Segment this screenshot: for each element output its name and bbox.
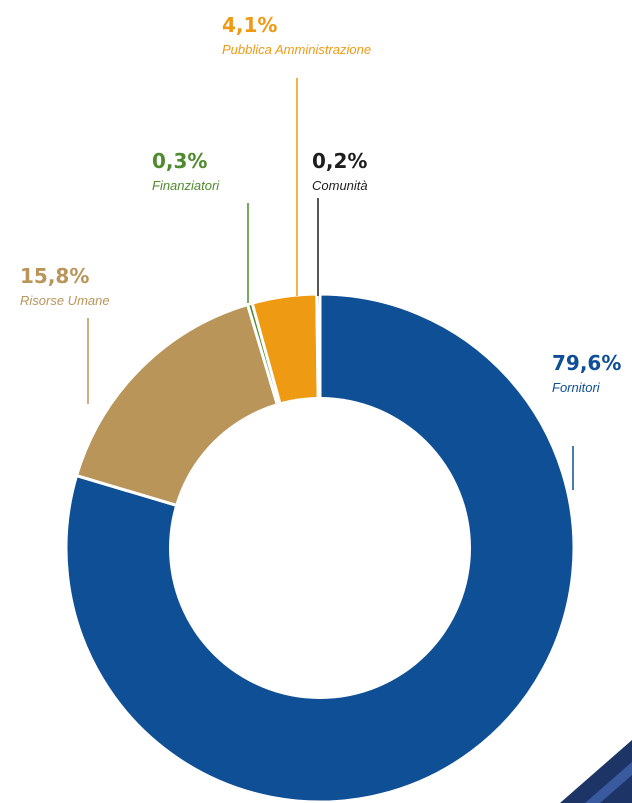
- category-label-pubblica-amministrazione: Pubblica Amministrazione: [222, 42, 371, 57]
- value-label-comunit-: 0,2%: [312, 149, 367, 173]
- value-label-pubblica-amministrazione: 4,1%: [222, 13, 277, 37]
- leader-lines: [87, 78, 574, 490]
- donut-hole: [169, 397, 471, 699]
- value-label-finanziatori: 0,3%: [152, 149, 207, 173]
- category-label-finanziatori: Finanziatori: [152, 178, 220, 193]
- category-label-fornitori: Fornitori: [552, 380, 601, 395]
- value-label-fornitori: 79,6%: [552, 351, 621, 375]
- corner-decoration-highlight: [585, 762, 632, 803]
- value-label-risorse-umane: 15,8%: [20, 264, 89, 288]
- slice-labels: 79,6% Fornitori 15,8% Risorse Umane 0,3% Fina…: [20, 13, 621, 395]
- category-label-risorse-umane: Risorse Umane: [20, 293, 110, 308]
- category-label-comunit-: Comunità: [312, 178, 368, 193]
